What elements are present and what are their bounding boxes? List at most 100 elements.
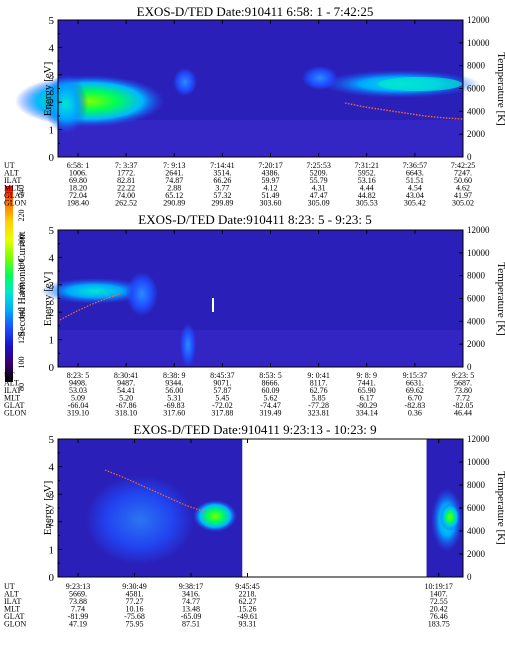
- orbit-table-cell: 74.87: [165, 176, 183, 185]
- orbit-table-cell: 4.62: [456, 184, 470, 193]
- orbit-table-cell: 2641.: [165, 169, 183, 178]
- orbit-table-cell: 50.60: [454, 176, 472, 185]
- panel-1-title: EXOS-D/TED Date:910411 6:58: 1 - 7:42:25: [137, 4, 374, 19]
- panel-1-plot: [15, 19, 480, 158]
- orbit-table-cell: 305.02: [452, 199, 474, 208]
- colorbar-tick-label: 120: [17, 332, 26, 344]
- orbit-table-cell: 77.27: [126, 597, 144, 606]
- orbit-table-cell: 13.48: [182, 605, 200, 614]
- orbit-table-cell: -74.47: [260, 401, 281, 410]
- orbit-table-cell: 73.88: [69, 597, 87, 606]
- orbit-table-cell: 2.88: [167, 184, 181, 193]
- orbit-table-cell: 9344.: [165, 379, 183, 388]
- y-right-tick-label: 12000: [467, 225, 490, 235]
- orbit-table-cell: 319.49: [260, 409, 282, 418]
- y-tick-label: 5: [49, 225, 55, 237]
- orbit-table-cell: 9:30:49: [122, 582, 146, 591]
- orbit-table-cell: 9071.: [213, 379, 231, 388]
- y-right-tick-label: 4000: [467, 526, 486, 536]
- orbit-table-cell: 5.85: [312, 394, 326, 403]
- orbit-table-cell: 9: 0:41: [307, 371, 329, 380]
- panel-2-title: EXOS-D/TED Date:910411 8:23: 5 - 9:23: 5: [138, 212, 372, 227]
- orbit-table-cell: 8:45:37: [210, 371, 234, 380]
- orbit-table-cell: -82.83: [405, 401, 426, 410]
- orbit-table-cell: 9:23:13: [66, 582, 90, 591]
- y-tick-label: 1: [49, 335, 55, 347]
- orbit-table-cell: 4386.: [262, 169, 280, 178]
- panel-2-spike: [212, 298, 214, 312]
- orbit-table-cell: 9: 8: 9: [357, 371, 377, 380]
- orbit-table-cell: 18.20: [69, 184, 87, 193]
- orbit-table-cell: 54.41: [117, 386, 135, 395]
- orbit-table-cell: 317.60: [163, 409, 185, 418]
- panel-1-ylabel-right: Temperature [K]: [495, 52, 505, 125]
- orbit-table-cell: 73.80: [454, 386, 472, 395]
- orbit-table-cell: 5669.: [69, 590, 87, 599]
- orbit-table-cell: 6.70: [408, 394, 422, 403]
- y-right-tick-label: 2000: [467, 339, 486, 349]
- orbit-table-cell: 72.55: [430, 597, 448, 606]
- orbit-table-cell: -81.99: [68, 612, 89, 621]
- orbit-table-cell: 69.80: [69, 176, 87, 185]
- orbit-table-cell: 299.89: [211, 199, 233, 208]
- orbit-table-cell: -80.29: [356, 401, 377, 410]
- colorbar-scale: [5, 186, 13, 382]
- orbit-table-cell: 198.40: [67, 199, 89, 208]
- orbit-table-cell: 9:38:17: [179, 582, 203, 591]
- orbit-table-cell: 318.10: [115, 409, 137, 418]
- orbit-row-label: GLON: [4, 409, 26, 418]
- y-right-tick-label: 0: [467, 572, 472, 582]
- colorbar-tick-label: 240: [17, 185, 26, 197]
- orbit-table-cell: 8666.: [262, 379, 280, 388]
- orbit-table-cell: 5209.: [310, 169, 328, 178]
- orbit-table-cell: -69.83: [164, 401, 185, 410]
- colorbar-ticks: 80 100 120 140 160 180 200 220 240: [17, 185, 26, 391]
- orbit-table-cell: 44.82: [358, 191, 376, 200]
- orbit-table-cell: 47.19: [69, 620, 87, 629]
- panel-2-orbit-table: UT 8:23: 5 8:30:41 8:38: 9 8:45:37 8:53: 5 9: …: [4, 371, 474, 418]
- orbit-table-cell: 55.79: [310, 176, 328, 185]
- orbit-row-label: UT: [4, 582, 15, 591]
- panel-1-axes: 0 1 2 3 4 5 0 2000 4000 6000 8000 10000 12000: [49, 15, 491, 164]
- orbit-table-cell: 8:30:41: [114, 371, 138, 380]
- colorbar: Second Harmonic Current 80 100 120 140 160 18…: [5, 185, 28, 391]
- colorbar-tick-label: 140: [17, 308, 26, 320]
- orbit-table-cell: 303.60: [260, 199, 282, 208]
- panel-3-streaks: [85, 475, 195, 565]
- y-tick-label: 2: [49, 517, 55, 529]
- panel-3-blob-green: [193, 500, 237, 532]
- panel-3-axes: 0 1 2 3 4 5 0 2000 4000 6000 8000 10000 12000: [49, 434, 491, 584]
- y-right-tick-label: 2000: [467, 129, 486, 139]
- y-tick-label: 1: [49, 125, 55, 137]
- orbit-table-cell: 2218.: [239, 590, 257, 599]
- orbit-table-cell: -65.09: [181, 612, 202, 621]
- orbit-table-cell: 319.10: [67, 409, 89, 418]
- orbit-table-cell: 7441.: [358, 379, 376, 388]
- orbit-row-label: UT: [4, 161, 15, 170]
- orbit-table-cell: 62.27: [239, 597, 257, 606]
- orbit-row-label: MLT: [4, 605, 20, 614]
- orbit-table-cell: 7: 3:37: [115, 161, 137, 170]
- orbit-row-label: GLAT: [4, 612, 25, 621]
- orbit-table-cell: 6:58: 1: [67, 161, 89, 170]
- y-right-tick-label: 8000: [467, 480, 486, 490]
- orbit-table-cell: 57.32: [213, 191, 231, 200]
- orbit-table-cell: -49.61: [237, 612, 258, 621]
- orbit-row-label: GLAT: [4, 191, 25, 200]
- orbit-table-cell: 74.77: [182, 597, 200, 606]
- panel-1-streak-a: [173, 68, 197, 96]
- orbit-table-cell: 51.51: [406, 176, 424, 185]
- orbit-table-cell: 8:38: 9: [163, 371, 185, 380]
- orbit-table-cell: 53.16: [358, 176, 376, 185]
- orbit-table-cell: 305.09: [308, 199, 330, 208]
- orbit-table-cell: 51.49: [262, 191, 280, 200]
- orbit-table-cell: 74.00: [117, 191, 135, 200]
- panel-2-axes: 0 1 2 3 4 5 0 2000 4000 6000 8000 10000 12000: [49, 225, 491, 374]
- colorbar-tick-label: 220: [17, 210, 26, 222]
- orbit-table-cell: 4.54: [408, 184, 422, 193]
- colorbar-tick-label: 200: [17, 234, 26, 246]
- orbit-table-cell: 9:15:37: [403, 371, 427, 380]
- panel-2-blob-b: [126, 272, 158, 316]
- orbit-table-cell: 56.00: [165, 386, 183, 395]
- orbit-table-cell: 10:19:17: [424, 582, 452, 591]
